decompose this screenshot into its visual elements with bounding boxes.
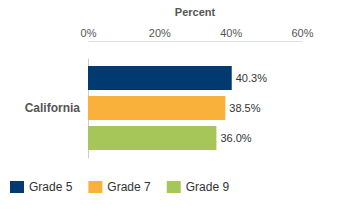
legend-swatch: [167, 181, 181, 193]
data-label: 36.0%: [220, 132, 251, 144]
legend-swatch: [10, 181, 24, 193]
x-axis-line: [89, 41, 303, 42]
x-tick: 40%: [220, 27, 242, 41]
x-tick: 20%: [149, 27, 171, 41]
legend-swatch: [88, 181, 102, 193]
x-tick: 60%: [291, 27, 313, 41]
bar: [88, 96, 225, 120]
x-tick-label: 0%: [81, 27, 97, 39]
y-tick: California: [25, 101, 88, 115]
y-tick-label: California: [25, 101, 81, 115]
x-tick: 0%: [81, 27, 97, 41]
legend: Grade 5 Grade 7 Grade 9: [10, 180, 229, 194]
legend-item: Grade 7: [88, 180, 151, 194]
x-axis: 0% 20% 40% 60%: [81, 27, 314, 42]
x-tick-label: 60%: [291, 27, 313, 39]
legend-label: Grade 5: [29, 180, 73, 194]
data-label: 38.5%: [229, 102, 260, 114]
bar: [88, 126, 216, 150]
bars: [88, 66, 232, 150]
chart: Percent 0% 20% 40% 60% California 40.3% 38.5% 36…: [0, 0, 340, 209]
legend-label: Grade 7: [107, 180, 151, 194]
axis-title: Percent: [175, 6, 216, 18]
bar: [88, 66, 232, 90]
data-label: 40.3%: [236, 72, 267, 84]
x-tick-label: 20%: [149, 27, 171, 39]
x-tick-label: 40%: [220, 27, 242, 39]
legend-label: Grade 9: [186, 180, 230, 194]
legend-item: Grade 5: [10, 180, 73, 194]
legend-item: Grade 9: [167, 180, 230, 194]
y-axis: California: [25, 59, 89, 159]
data-labels: 40.3% 38.5% 36.0%: [220, 72, 267, 144]
